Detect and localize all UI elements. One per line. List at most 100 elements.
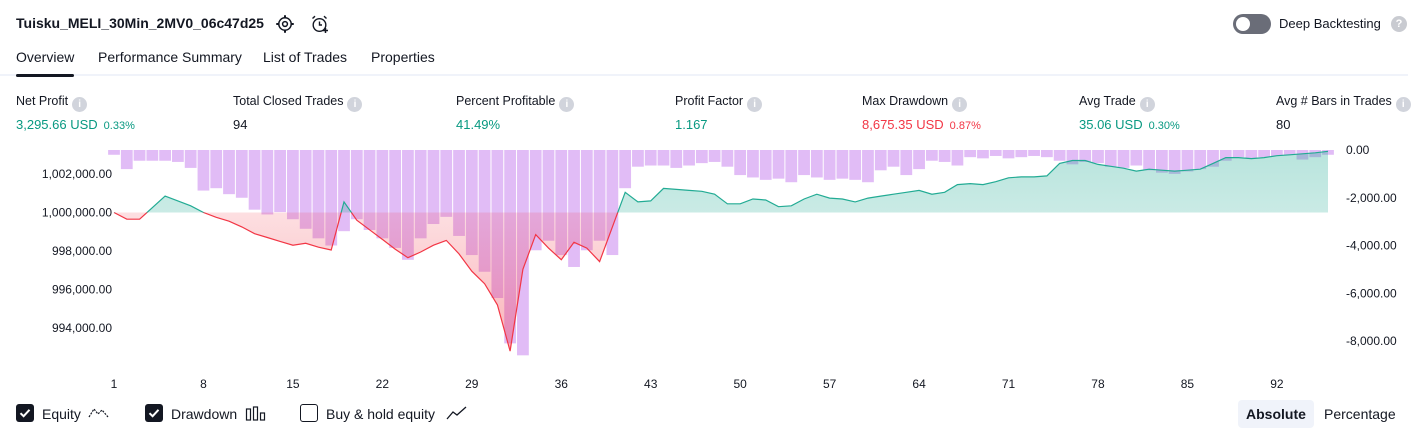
help-icon[interactable]: ?	[1391, 16, 1407, 32]
buy-hold-checkbox[interactable]	[300, 404, 318, 422]
header-bar: Tuisku_MELI_30Min_2MV0_06c47d25 Deep Bac…	[0, 0, 1424, 46]
legend-label: Equity	[42, 406, 81, 422]
tab-label: List of Trades	[263, 49, 348, 65]
x-axis: 1 8 15 22 29 36 43 50 57 64 71 78 85 92	[111, 377, 1284, 390]
info-icon[interactable]: i	[1395, 97, 1411, 112]
drawdown-bar	[210, 150, 223, 189]
x-axis-tick: 85	[1181, 377, 1195, 390]
drawdown-bar	[1168, 150, 1181, 174]
drawdown-bar	[338, 150, 350, 232]
metric-percent-profitable: Percent Profitable i 41.49%	[456, 94, 575, 132]
drawdown-bar	[849, 150, 862, 180]
x-axis-tick: 50	[733, 377, 747, 390]
drawdown-bar	[734, 150, 747, 176]
metric-value: 1.167	[675, 117, 708, 132]
drawdown-bar	[951, 150, 964, 166]
right-axis-tick: -2,000.00	[1346, 191, 1397, 205]
drawdown-bar	[900, 150, 913, 176]
drawdown-bar	[1040, 150, 1053, 158]
drawdown-bar	[133, 150, 146, 161]
drawdown-bar	[810, 150, 823, 178]
drawdown-bar	[938, 150, 951, 162]
info-icon[interactable]: i	[747, 97, 763, 112]
tab-list-of-trades[interactable]: List of Trades	[263, 49, 347, 76]
drawdown-bar	[159, 150, 172, 161]
metric-label: Max Drawdown	[862, 94, 949, 108]
drawdown-bar	[721, 150, 734, 167]
equity-line-icon	[88, 405, 110, 421]
equity-area-profit	[114, 151, 1328, 213]
x-axis-tick: 1	[111, 377, 118, 390]
x-axis-tick: 64	[912, 377, 926, 390]
info-icon[interactable]: i	[347, 97, 363, 112]
legend-label: Buy & hold equity	[326, 406, 435, 422]
metric-percent: 0.30%	[1148, 120, 1180, 132]
right-axis: 0.00 -2,000.00 -4,000.00 -6,000.00 -8,000.00	[1346, 143, 1397, 348]
deep-backtesting-label: Deep Backtesting	[1279, 16, 1381, 31]
drawdown-bar	[619, 150, 632, 189]
metric-label: Avg Trade	[1079, 94, 1136, 108]
drawdown-bar	[695, 150, 708, 164]
metric-percent: 0.33%	[103, 120, 135, 132]
drawdown-bar	[862, 150, 874, 183]
tab-bar: Overview Performance Summary List of Tra…	[0, 46, 1408, 77]
metric-value: 3,295.66 USD	[16, 117, 98, 132]
legend-drawdown[interactable]: Drawdown	[145, 404, 270, 424]
equity-line-profit	[114, 150, 1329, 213]
drawdown-bars-icon	[245, 405, 267, 421]
drawdown-bar	[120, 150, 133, 170]
info-icon[interactable]: i	[952, 97, 968, 112]
metric-max-drawdown: Max Drawdown i 8,675.35 USD 0.87%	[862, 94, 981, 132]
legend-equity[interactable]: Equity	[16, 404, 126, 424]
drawdown-bar	[836, 150, 849, 179]
right-axis-tick: -6,000.00	[1346, 286, 1397, 300]
drawdown-bar	[529, 150, 542, 251]
x-axis-tick: 78	[1091, 377, 1105, 390]
x-axis-tick: 43	[644, 377, 658, 390]
drawdown-checkbox[interactable]	[145, 404, 163, 422]
drawdown-bar	[542, 150, 555, 241]
drawdown-bar	[1258, 150, 1270, 158]
drawdown-bars	[108, 150, 1334, 356]
drawdown-bar	[389, 150, 402, 248]
drawdown-bar	[989, 150, 1002, 156]
deep-backtesting-toggle[interactable]	[1233, 14, 1271, 34]
equity-line-loss	[113, 212, 619, 352]
strategy-title[interactable]: Tuisku_MELI_30Min_2MV0_06c47d25	[16, 15, 264, 31]
x-axis-tick: 36	[555, 377, 569, 390]
metric-value: 80	[1276, 117, 1291, 132]
drawdown-bar	[478, 150, 491, 272]
drawdown-bar	[1104, 150, 1117, 167]
metric-avg-trade: Avg Trade i 35.06 USD 0.30%	[1079, 94, 1180, 132]
drawdown-bar	[1015, 150, 1028, 158]
tab-performance-summary[interactable]: Performance Summary	[98, 49, 242, 76]
drawdown-bar	[977, 150, 989, 159]
drawdown-bar	[1053, 150, 1066, 161]
metric-value: 94	[233, 117, 248, 132]
info-icon[interactable]: i	[559, 97, 575, 112]
absolute-toggle[interactable]: Absolute	[1238, 400, 1314, 428]
drawdown-bar	[376, 150, 389, 239]
toggle-knob	[1236, 17, 1250, 31]
info-icon[interactable]: i	[1139, 97, 1155, 112]
drawdown-bar	[1245, 150, 1258, 159]
tab-overview[interactable]: Overview	[16, 49, 75, 77]
drawdown-bar	[1002, 150, 1015, 159]
equity-lines	[113, 150, 1329, 352]
metric-label: Total Closed Trades	[233, 94, 344, 108]
x-axis-tick: 15	[286, 377, 300, 390]
metric-value: 8,675.35 USD	[862, 117, 944, 132]
info-icon[interactable]: i	[72, 97, 88, 112]
drawdown-bar	[606, 150, 619, 256]
percentage-toggle[interactable]: Percentage	[1324, 406, 1396, 422]
drawdown-bar	[453, 150, 465, 236]
settings-icon[interactable]	[276, 15, 294, 33]
drawdown-bar	[593, 150, 606, 241]
add-alert-icon[interactable]	[310, 14, 330, 34]
drawdown-bar	[184, 150, 197, 168]
drawdown-bar	[747, 150, 759, 178]
tab-properties[interactable]: Properties	[371, 49, 435, 76]
equity-checkbox[interactable]	[16, 404, 34, 422]
drawdown-bar	[299, 150, 312, 229]
legend-buy-hold-equity[interactable]: Buy & hold equity	[300, 404, 472, 424]
